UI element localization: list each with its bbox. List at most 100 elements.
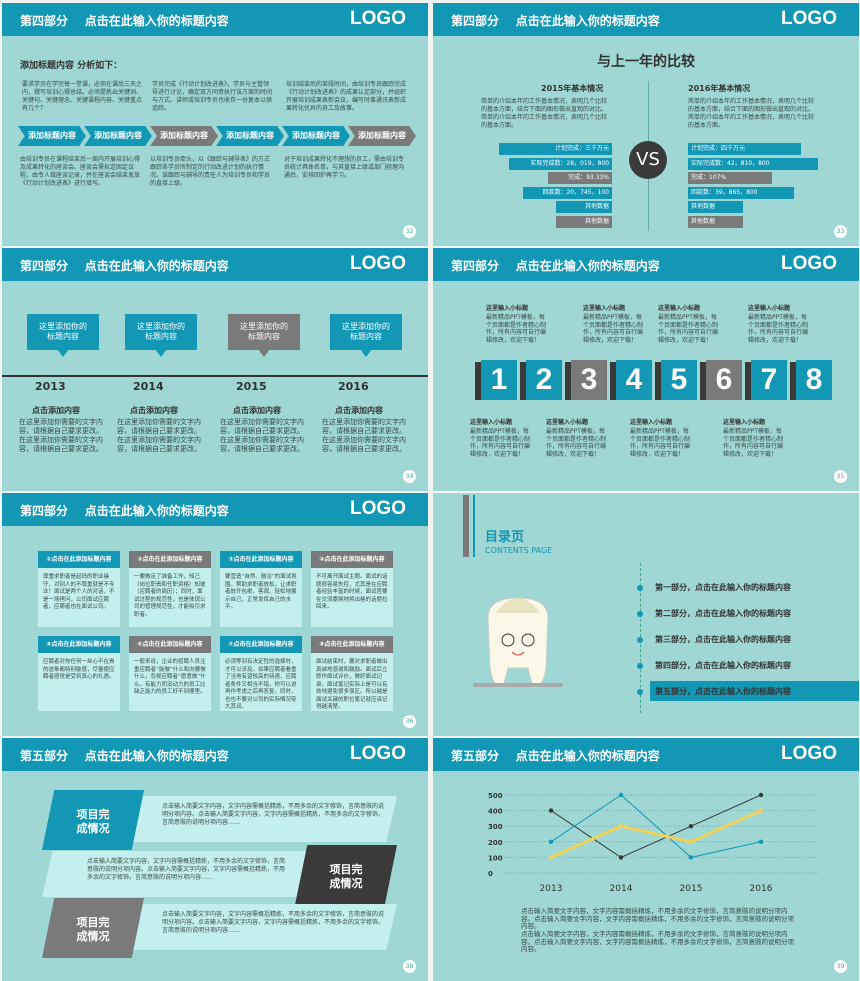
slide-title: 第四部分 点击在此输入你的标题内容 [451, 14, 660, 28]
data-point [688, 839, 694, 844]
card-body: 面试结束时，要对求职者做出真诚地感谢和鼓励。面试后立即作面试评价，做好面试记录。… [311, 653, 393, 711]
slide-35[interactable]: 第四部分 点击在此输入你的标题内容 LOGO 35 1 这里输入小标题 最新精品PPT… [433, 248, 859, 491]
bullet-text: 点击输入简要文字内容，文字内容需概括精炼，不用多余的文字修饰，言简意赅的说明分项… [521, 930, 794, 953]
item-text: 最新精品PPT模板，每个页面都是作者精心制作，所有内容可自行编辑修改，欢迎下载！ [630, 428, 691, 458]
box-pointer [360, 349, 372, 357]
slide-title: 第五部分 点击在此输入你的标题内容 [451, 749, 660, 763]
toc-item[interactable]: 第一部分，点击在此输入你的标题内容 [655, 583, 791, 592]
data-point [548, 855, 554, 860]
card-title[interactable]: ⑤点击在此添加标题内容 [38, 636, 120, 653]
title-box: 这里添加你的标题内容 [27, 314, 99, 350]
card-title[interactable]: ②点击在此添加标题内容 [129, 551, 211, 568]
item-subtitle: 这里输入小标题 [583, 305, 626, 312]
bullet-text: 点击输入简要文字内容，文字内容需概括精炼，不用多余的文字修饰，言简意赅的说明分项… [521, 907, 794, 930]
bullet-dot [637, 689, 643, 695]
logo: LOGO [350, 743, 406, 764]
card-body: 一般来说，企业的招聘人员注重应聘者“能做”什么和向要做什么，忽视应聘者“愿意做”… [129, 653, 211, 711]
left-bar: 实际完成数：28，019，800 [509, 157, 612, 170]
right-bar: 计划完成：四千万元 [688, 143, 801, 155]
left-heading: 2015年基本情况 [541, 84, 604, 93]
slide-header: 第四部分 点击在此输入你的标题内容 LOGO [433, 3, 859, 36]
bottom-text: 对于培训成果转化不理想的员工，需由培训专员统计具体名单，与其直接上级或部门经理沟… [284, 156, 405, 179]
item-text: 在这里添加你需要的文字内容，请根据自己要求更改。在这里添加你需要的文字内容，请根… [220, 418, 304, 453]
slide-header: 第四部分 点击在此输入你的标题内容 LOGO [2, 493, 428, 526]
data-point [548, 839, 554, 844]
left-bar: 其他数据 [556, 201, 612, 214]
slide-title: 第五部分 点击在此输入你的标题内容 [20, 749, 229, 763]
chevron-step[interactable]: 添加标题内容 [18, 126, 86, 146]
left-bar: 计划完成：三千万元 [499, 143, 612, 155]
comparison-title: 与上一年的比较 [597, 54, 695, 70]
bullet-dot [637, 637, 643, 643]
accent-bar-thin [473, 495, 475, 557]
logo: LOGO [350, 8, 406, 29]
page-number: 38 [403, 960, 416, 973]
card-title[interactable]: ④点击在此添加标题内容 [311, 551, 393, 568]
left-bar: 回款数：20，745，100 [523, 186, 612, 199]
chevron-step[interactable]: 添加标题内容 [84, 126, 152, 146]
page-number: 39 [834, 960, 847, 973]
item-heading: 点击添加内容 [335, 406, 383, 415]
slide-38[interactable]: 第五部分 点击在此输入你的标题内容 LOGO 38 项目完成情况 点击输入简要文字内… [2, 738, 428, 981]
left-text: 简单的介绍本年的工作基本情况，表明几个比较的基本方面，结合下面的图形做出直观的对… [481, 98, 608, 129]
line-chart: 0 100 200 300 400 500 2013 2014 2015 2016 [488, 792, 818, 893]
chevron-step[interactable]: 添加标题内容 [282, 126, 350, 146]
number-cube: 4 [616, 360, 652, 400]
page-number: 32 [403, 225, 416, 238]
page-number: 36 [403, 715, 416, 728]
top-text: 学员完成《行动计划改进表》，学员与主管领导进行讨论，确定双方同意执行该方案的时间… [152, 81, 273, 112]
y-tick-label: 300 [488, 823, 503, 831]
series-line [550, 794, 762, 858]
series-line [550, 809, 762, 859]
item-text: 在这里添加你需要的文字内容，请根据自己要求更改。在这里添加你需要的文字内容，请根… [19, 418, 103, 453]
data-point [688, 855, 694, 860]
card-title[interactable]: ①点击在此添加标题内容 [38, 551, 120, 568]
logo: LOGO [781, 743, 837, 764]
cube-side [745, 362, 753, 400]
slide-title: 第四部分 点击在此输入你的标题内容 [451, 259, 660, 273]
right-bar: 完成：107% [688, 172, 772, 185]
title-box: 这里添加你的标题内容 [330, 314, 402, 350]
card-title[interactable]: ⑥点击在此添加标题内容 [129, 636, 211, 653]
card-title[interactable]: ⑦点击在此添加标题内容 [220, 636, 302, 653]
item-subtitle: 这里输入小标题 [748, 305, 791, 312]
text-band [132, 796, 397, 842]
bullet-dot [637, 663, 643, 669]
card-title[interactable]: ⑧点击在此添加标题内容 [311, 636, 393, 653]
y-tick-label: 200 [488, 839, 503, 847]
right-text: 简单的介绍本年的工作基本情况，表明几个比较的基本方面，结合下面的图形做出直观的对… [688, 98, 815, 129]
series-line [550, 794, 762, 858]
title-box: 这里添加你的标题内容 [125, 314, 197, 350]
y-tick-label: 0 [488, 870, 493, 878]
item-subtitle: 这里输入小标题 [723, 419, 766, 426]
toc-subtitle: CONTENTS PAGE [485, 546, 553, 555]
card-body: 尊重求职者是起码的职业操守，对别人的不尊重就是不专业！面试是两个人的对话，不是一… [38, 568, 120, 627]
toc-item[interactable]: 第五部分，点击在此输入你的标题内容 [655, 687, 791, 696]
slide-36[interactable]: 第四部分 点击在此输入你的标题内容 LOGO 36 ①点击在此添加标题内容 尊重求职… [2, 493, 428, 736]
number-cube: 7 [751, 360, 787, 400]
chevron-step[interactable]: 添加标题内容 [216, 126, 284, 146]
slide-33[interactable]: 第四部分 点击在此输入你的标题内容 LOGO 与上一年的比较 2015年基本情况 … [433, 3, 859, 246]
text-band [132, 904, 397, 950]
slide-39[interactable]: 第五部分 点击在此输入你的标题内容 LOGO 0 100 200 300 400 500 20… [433, 738, 859, 981]
number-cube: 6 [706, 360, 742, 400]
toc-item[interactable]: 第四部分，点击在此输入你的标题内容 [655, 661, 791, 670]
row-text: 点击输入简要文字内容，文字内容需概括精炼，不用多余的文字修饰，言简意赅的说明分项… [87, 858, 286, 881]
x-tick-label: 2016 [750, 884, 773, 893]
slide-32[interactable]: 第四部分 点击在此输入你的标题内容 LOGO 添加标题内容 分析如下： 32 要求… [2, 3, 428, 246]
chevron-step[interactable]: 添加标题内容 [150, 126, 218, 146]
chevron-step[interactable]: 添加标题内容 [348, 126, 416, 146]
active-item-highlight [650, 681, 859, 701]
title-box: 这里添加你的标题内容 [228, 314, 300, 350]
bottom-text: 以培训专员牵头，以《跟踪与辅导表》的方式跟踪各学员所制定的行动改进计划的执行情况… [150, 156, 271, 187]
card-title[interactable]: ③点击在此添加标题内容 [220, 551, 302, 568]
slide-title: 第四部分 点击在此输入你的标题内容 [20, 14, 229, 28]
box-pointer [258, 349, 270, 357]
label-box: 项目完成情况 [295, 845, 397, 905]
toc-item[interactable]: 第三部分，点击在此输入你的标题内容 [655, 635, 791, 644]
toc-item[interactable]: 第二部分，点击在此输入你的标题内容 [655, 609, 791, 618]
slide-34[interactable]: 第四部分 点击在此输入你的标题内容 LOGO 34 这里添加你的标题内容 2013 点… [2, 248, 428, 491]
slide-37[interactable]: 目录页 CONTENTS PAGE 第一部分，点击在此输入你的标题内容 第二部分，… [433, 493, 859, 736]
item-text: 最新精品PPT模板，每个页面都是作者精心制作，所有内容可自行编辑修改，欢迎下载！ [583, 314, 644, 344]
item-subtitle: 这里输入小标题 [486, 305, 529, 312]
